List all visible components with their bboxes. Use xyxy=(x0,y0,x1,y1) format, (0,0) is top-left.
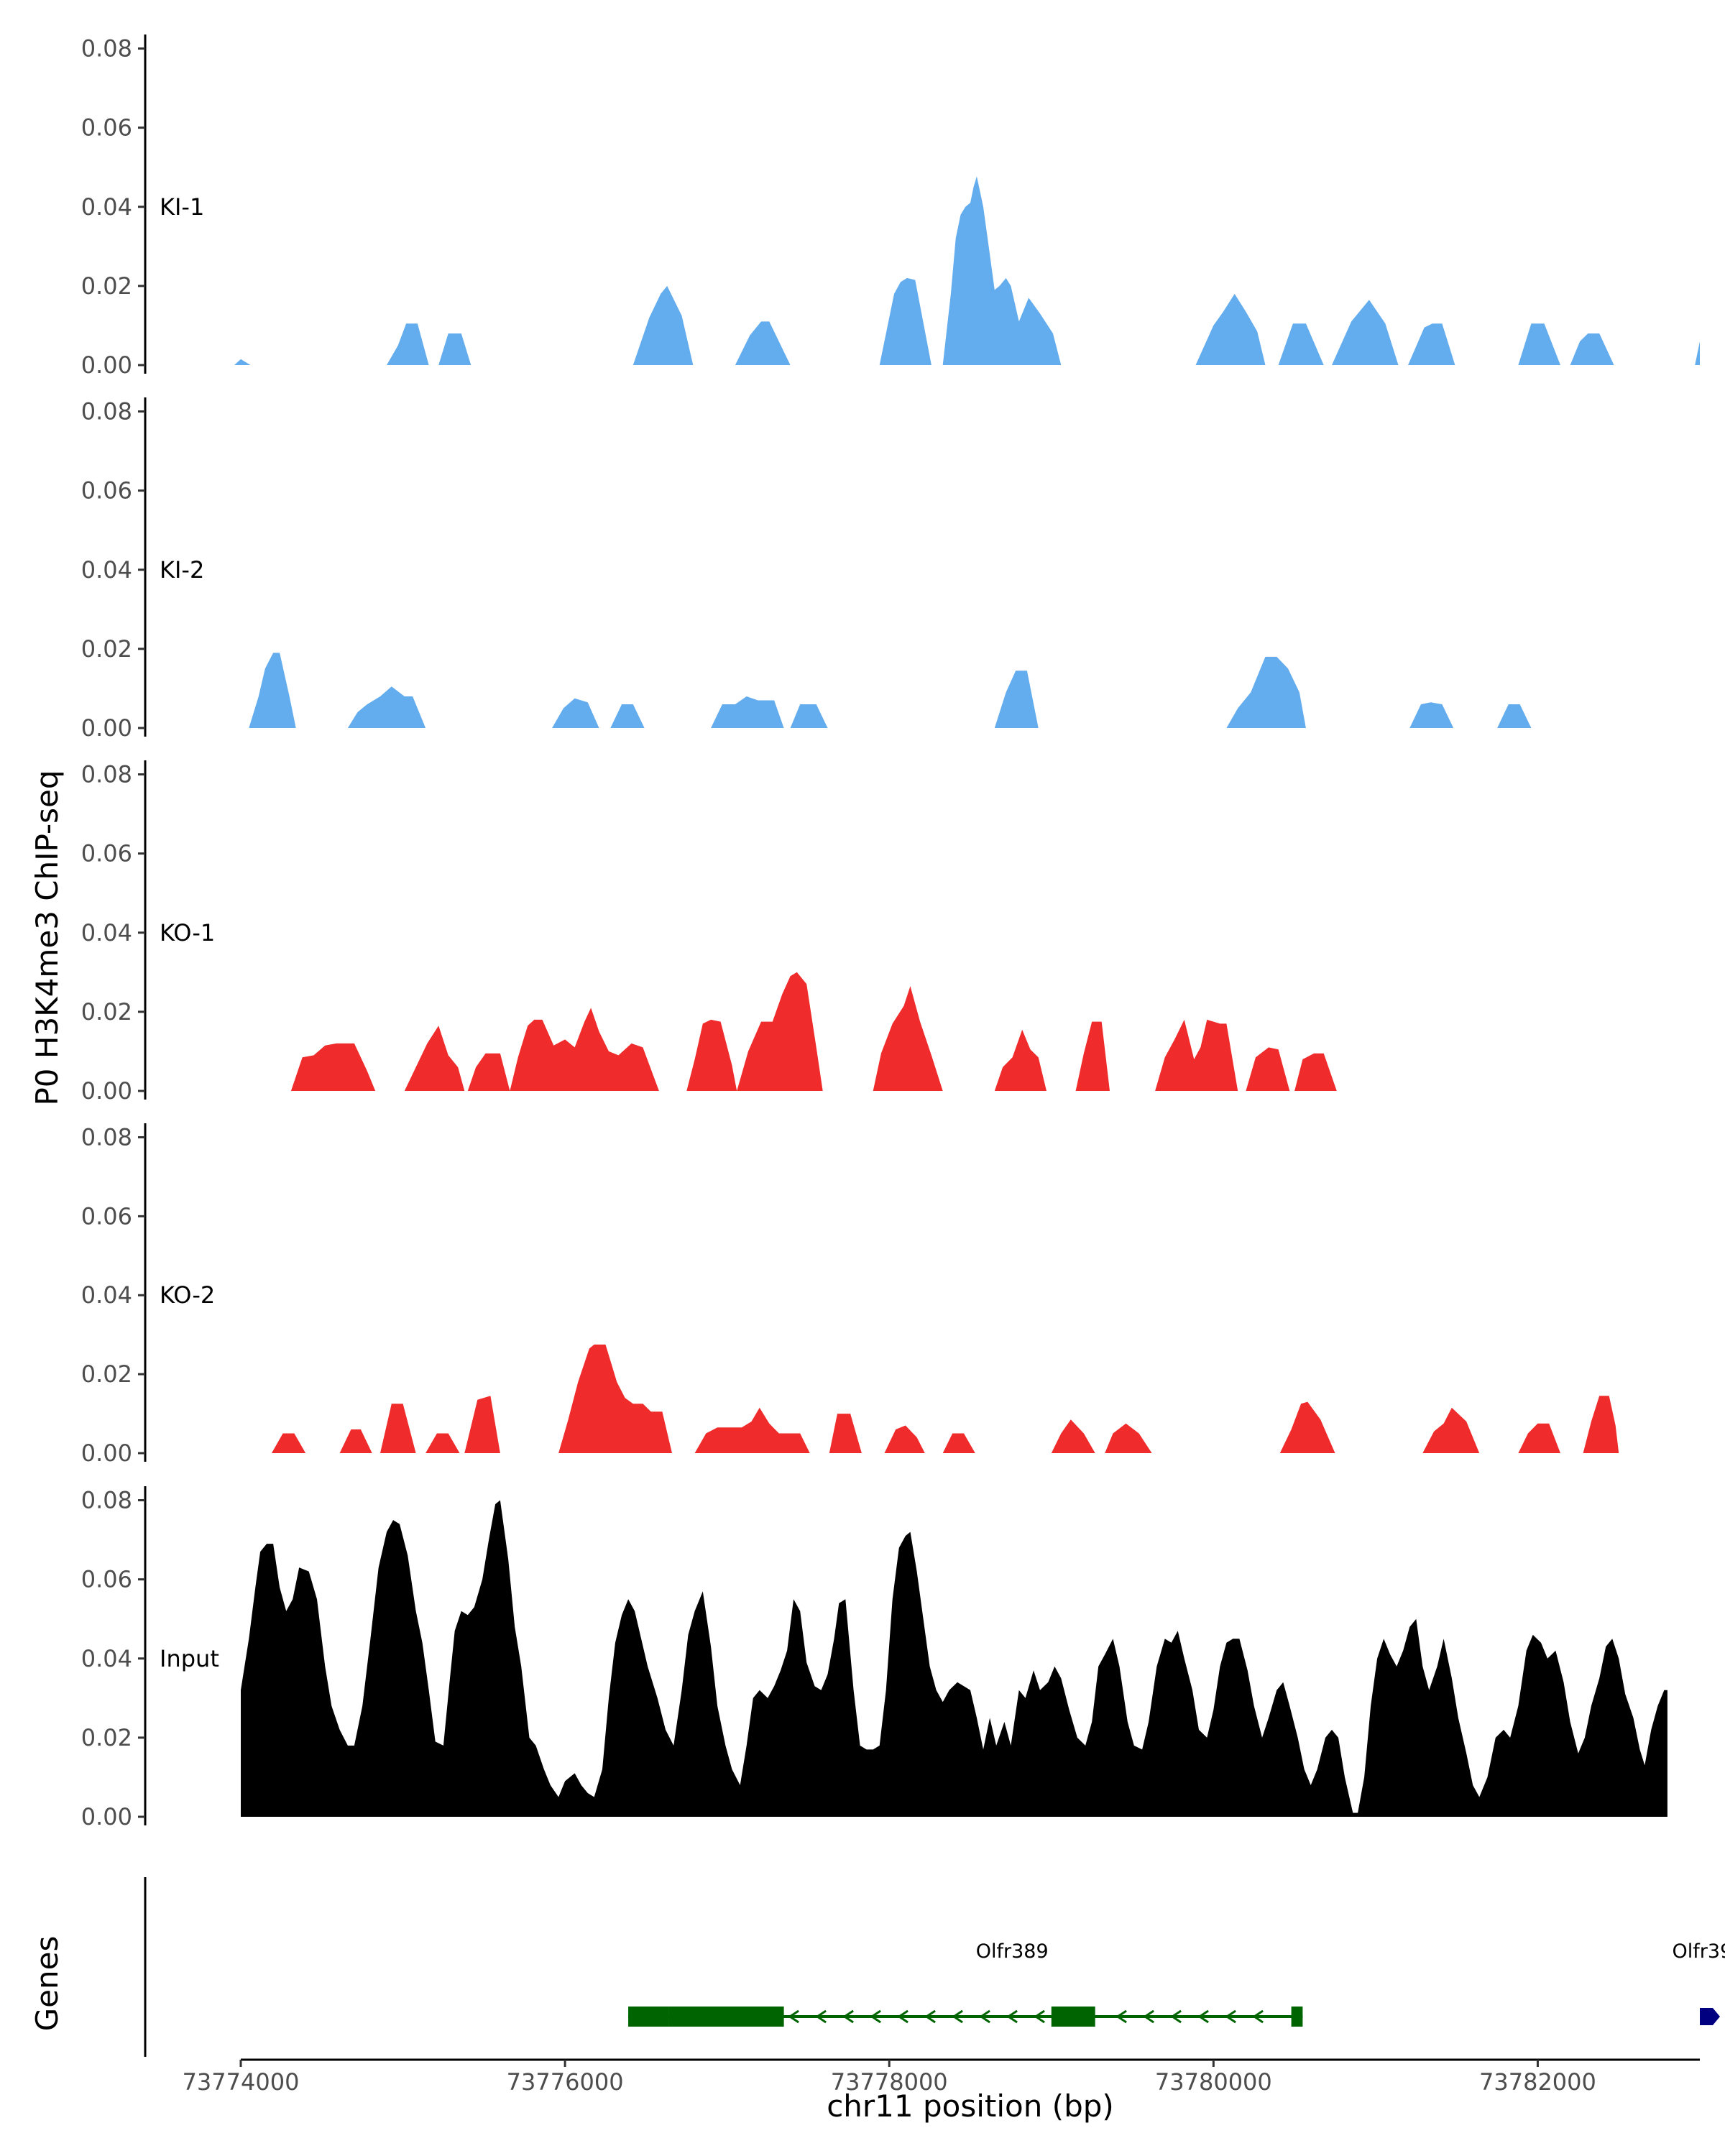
y-tick-label: 0.08 xyxy=(81,1487,132,1514)
gene-track: Olfr389 Olfr390 xyxy=(144,1877,1725,2057)
x-tick-label: 73780000 xyxy=(1155,2068,1272,2096)
strand-arrow-icon xyxy=(924,2009,936,2024)
gene-exon xyxy=(1051,2007,1095,2027)
track-ki-2: 0.00 0.02 0.04 0.06 0.08 KI-2 xyxy=(81,397,1532,742)
gene-exon xyxy=(628,2007,669,2027)
strand-arrow-icon xyxy=(897,2009,908,2024)
x-tick-label: 73782000 xyxy=(1479,2068,1596,2096)
strand-arrow-icon xyxy=(979,2009,990,2024)
x-tick-label: 73774000 xyxy=(183,2068,300,2096)
y-tick-label: 0.08 xyxy=(81,398,132,425)
strand-arrow-icon xyxy=(870,2009,881,2024)
x-tick-label: 73776000 xyxy=(507,2068,624,2096)
y-tick-label: 0.02 xyxy=(81,272,132,300)
y-tick-label: 0.00 xyxy=(81,714,132,742)
y-tick-label: 0.02 xyxy=(81,998,132,1026)
track-label: KO-2 xyxy=(160,1281,215,1309)
y-tick-label: 0.06 xyxy=(81,840,132,867)
y-tick-label: 0.06 xyxy=(81,477,132,505)
strand-arrow-icon xyxy=(788,2009,799,2024)
signal-area-input xyxy=(241,1500,1700,1817)
y-tick-label: 0.04 xyxy=(81,193,132,221)
strand-arrow-icon xyxy=(1252,2009,1264,2024)
y-tick-label: 0.00 xyxy=(81,1077,132,1105)
y-tick-label: 0.04 xyxy=(81,556,132,584)
y-tick-label: 0.04 xyxy=(81,919,132,946)
gene-exon xyxy=(1291,2007,1303,2027)
y-tick-label: 0.04 xyxy=(81,1281,132,1309)
x-axis: 73774000 73776000 73778000 73780000 73782000 xyxy=(183,2058,1700,2096)
y-tick-label: 0.04 xyxy=(81,1645,132,1672)
gene-exon xyxy=(668,2007,784,2027)
signal-tracks: 0.00 0.02 0.04 0.06 0.08 KI-1 0.00 0.02 0.04 0.06… xyxy=(81,34,1700,1830)
strand-arrow-icon xyxy=(1006,2009,1018,2024)
track-ko-1: 0.00 0.02 0.04 0.06 0.08 KO-1 xyxy=(81,760,1337,1105)
gene-olfr389: Olfr389 xyxy=(628,1940,1303,2027)
y-tick-label: 0.02 xyxy=(81,635,132,663)
gene-label: Olfr389 xyxy=(976,1940,1049,1963)
strand-arrow-icon xyxy=(1116,2009,1127,2024)
y-tick-label: 0.08 xyxy=(81,35,132,63)
x-axis-title: chr11 position (bp) xyxy=(827,2088,1114,2124)
strand-arrow-icon xyxy=(952,2009,963,2024)
strand-arrow-icon xyxy=(842,2009,854,2024)
y-tick-label: 0.00 xyxy=(81,1803,132,1830)
strand-arrow-icon xyxy=(815,2009,827,2024)
signal-area-ko-2 xyxy=(271,1344,1619,1453)
strand-arrow-icon xyxy=(1170,2009,1182,2024)
gene-exon-arrow xyxy=(1700,2008,1720,2025)
track-label: KI-1 xyxy=(160,193,204,221)
strand-arrow-icon xyxy=(1197,2009,1209,2024)
y-axis-title: P0 H3K4me3 ChIP-seq xyxy=(29,770,65,1105)
y-tick-label: 0.06 xyxy=(81,114,132,142)
genes-axis-title: Genes xyxy=(29,1936,65,2032)
signal-area-ki-1 xyxy=(234,176,1700,365)
track-label: KO-1 xyxy=(160,919,215,946)
strand-arrow-icon xyxy=(1034,2009,1045,2024)
signal-area-ko-1 xyxy=(290,972,1337,1091)
track-label: KI-2 xyxy=(160,556,204,584)
y-tick-label: 0.08 xyxy=(81,761,132,788)
track-ki-1: 0.00 0.02 0.04 0.06 0.08 KI-1 xyxy=(81,34,1700,379)
y-tick-label: 0.02 xyxy=(81,1360,132,1388)
y-tick-label: 0.00 xyxy=(81,351,132,379)
y-tick-label: 0.06 xyxy=(81,1202,132,1230)
signal-area-ki-2 xyxy=(249,653,1532,728)
y-tick-label: 0.08 xyxy=(81,1123,132,1151)
gene-olfr390: Olfr390 xyxy=(1673,1940,1725,2025)
strand-arrow-icon xyxy=(1143,2009,1154,2024)
y-tick-label: 0.02 xyxy=(81,1724,132,1751)
track-input: 0.00 0.02 0.04 0.06 0.08 Input xyxy=(81,1486,1700,1830)
gene-label: Olfr390 xyxy=(1673,1940,1725,1963)
track-ko-2: 0.00 0.02 0.04 0.06 0.08 KO-2 xyxy=(81,1123,1619,1467)
x-tick-label: 73778000 xyxy=(831,2068,948,2096)
y-tick-label: 0.06 xyxy=(81,1566,132,1593)
strand-arrow-icon xyxy=(1225,2009,1236,2024)
track-label: Input xyxy=(160,1645,219,1672)
y-tick-label: 0.00 xyxy=(81,1439,132,1467)
